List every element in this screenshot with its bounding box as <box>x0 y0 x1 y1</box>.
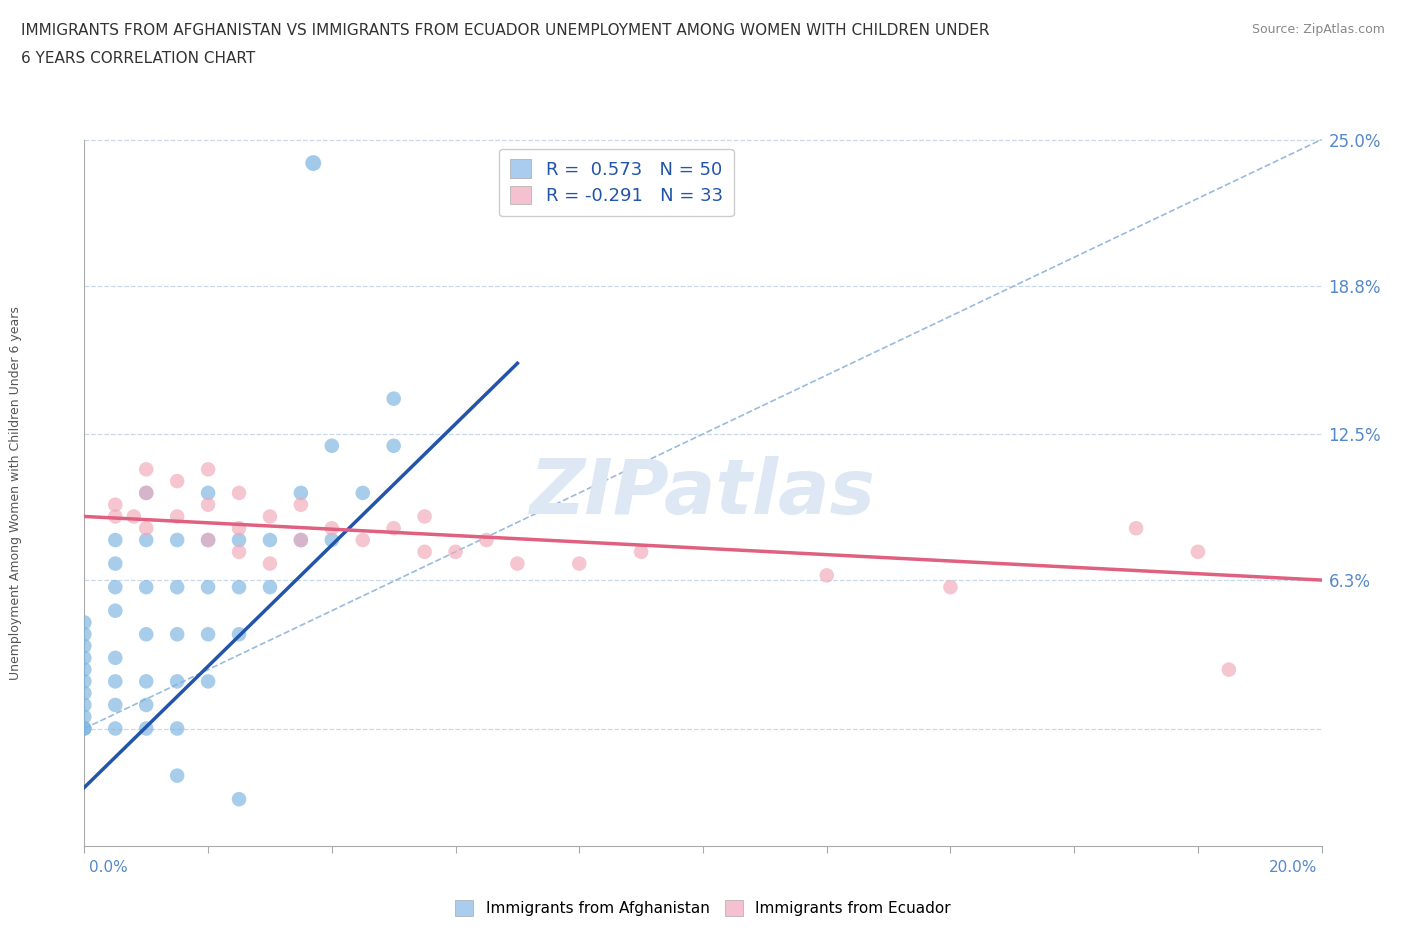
Point <box>382 392 405 406</box>
Point <box>259 556 281 571</box>
Point <box>104 509 127 524</box>
Point <box>352 485 374 500</box>
Point <box>815 568 838 583</box>
Point <box>166 533 188 548</box>
Point <box>630 544 652 559</box>
Text: ZIPatlas: ZIPatlas <box>530 456 876 530</box>
Point <box>104 650 127 665</box>
Point <box>197 627 219 642</box>
Point <box>73 721 96 736</box>
Point <box>135 627 157 642</box>
Point <box>228 579 250 594</box>
Point <box>197 533 219 548</box>
Point <box>104 674 127 689</box>
Point <box>104 498 127 512</box>
Point <box>228 627 250 642</box>
Point <box>475 533 498 548</box>
Point <box>382 438 405 453</box>
Point <box>166 509 188 524</box>
Point <box>259 579 281 594</box>
Point <box>135 698 157 712</box>
Point <box>197 533 219 548</box>
Point <box>302 155 325 170</box>
Point <box>104 533 127 548</box>
Point <box>506 556 529 571</box>
Point <box>104 604 127 618</box>
Point <box>166 579 188 594</box>
Point <box>166 473 188 488</box>
Point <box>104 579 127 594</box>
Text: Unemployment Among Women with Children Under 6 years: Unemployment Among Women with Children U… <box>10 306 22 680</box>
Point <box>228 791 250 806</box>
Point <box>73 721 96 736</box>
Point <box>197 485 219 500</box>
Point <box>228 544 250 559</box>
Point <box>259 509 281 524</box>
Point <box>166 768 188 783</box>
Text: Source: ZipAtlas.com: Source: ZipAtlas.com <box>1251 23 1385 36</box>
Point <box>135 579 157 594</box>
Point <box>568 556 591 571</box>
Point <box>290 533 312 548</box>
Point <box>197 674 219 689</box>
Point <box>73 674 96 689</box>
Point <box>197 579 219 594</box>
Point <box>382 521 405 536</box>
Point <box>1218 662 1240 677</box>
Point <box>197 462 219 477</box>
Point <box>321 533 343 548</box>
Point <box>135 485 157 500</box>
Point <box>1187 544 1209 559</box>
Point <box>104 556 127 571</box>
Text: 6 YEARS CORRELATION CHART: 6 YEARS CORRELATION CHART <box>21 51 256 66</box>
Point <box>135 721 157 736</box>
Point <box>135 674 157 689</box>
Point <box>939 579 962 594</box>
Point <box>73 650 96 665</box>
Point <box>73 627 96 642</box>
Point <box>135 462 157 477</box>
Point <box>73 685 96 700</box>
Point <box>73 710 96 724</box>
Point <box>122 509 145 524</box>
Point <box>104 698 127 712</box>
Point <box>228 533 250 548</box>
Point <box>413 509 436 524</box>
Point <box>321 521 343 536</box>
Point <box>135 533 157 548</box>
Text: 0.0%: 0.0% <box>89 860 128 875</box>
Point <box>290 498 312 512</box>
Point <box>104 721 127 736</box>
Point <box>166 674 188 689</box>
Point <box>135 521 157 536</box>
Point <box>73 698 96 712</box>
Text: 20.0%: 20.0% <box>1270 860 1317 875</box>
Legend: Immigrants from Afghanistan, Immigrants from Ecuador: Immigrants from Afghanistan, Immigrants … <box>449 894 957 923</box>
Point <box>228 485 250 500</box>
Point <box>413 544 436 559</box>
Point <box>444 544 467 559</box>
Point <box>135 485 157 500</box>
Point <box>73 615 96 630</box>
Point <box>228 521 250 536</box>
Point <box>166 627 188 642</box>
Text: IMMIGRANTS FROM AFGHANISTAN VS IMMIGRANTS FROM ECUADOR UNEMPLOYMENT AMONG WOMEN : IMMIGRANTS FROM AFGHANISTAN VS IMMIGRANT… <box>21 23 990 38</box>
Point <box>321 438 343 453</box>
Point <box>166 721 188 736</box>
Point <box>352 533 374 548</box>
Point <box>73 639 96 654</box>
Point <box>290 485 312 500</box>
Legend: R =  0.573   N = 50, R = -0.291   N = 33: R = 0.573 N = 50, R = -0.291 N = 33 <box>499 149 734 216</box>
Point <box>259 533 281 548</box>
Point <box>290 533 312 548</box>
Point <box>197 498 219 512</box>
Point <box>73 662 96 677</box>
Point <box>1125 521 1147 536</box>
